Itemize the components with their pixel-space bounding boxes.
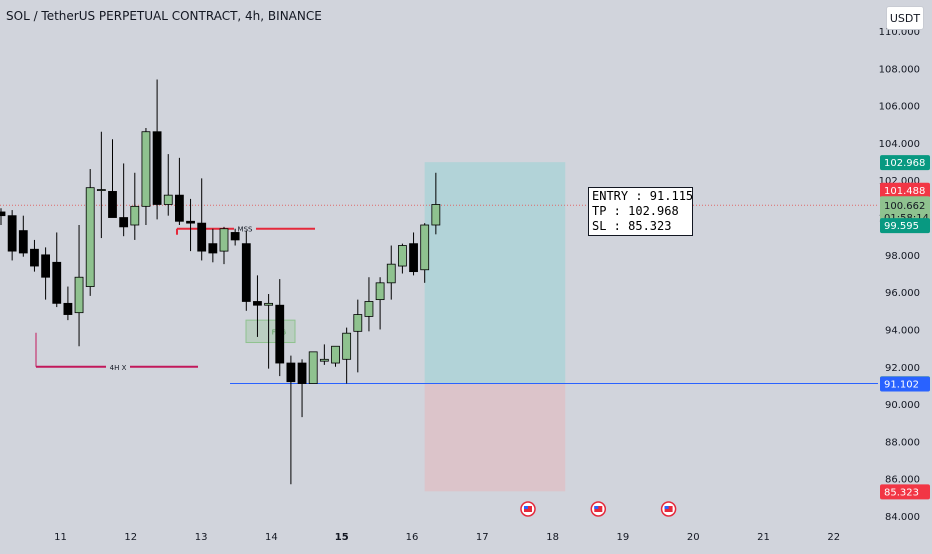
y-tick-label: 98.000 <box>885 251 920 262</box>
x-tick-label: 21 <box>757 532 770 543</box>
candle-body <box>308 351 318 384</box>
candle-body <box>174 194 184 222</box>
candle-body <box>241 243 251 302</box>
candle-body <box>253 301 262 306</box>
y-tick-label: 90.000 <box>885 400 920 411</box>
entry-text: ENTRY : 91.115 <box>592 189 694 203</box>
price-tag <box>880 376 930 392</box>
take-profit-zone <box>424 162 566 384</box>
chart-title: SOL / TetherUS PERPETUAL CONTRACT, 4h, B… <box>6 9 322 23</box>
y-tick-label: 102.000 <box>879 176 920 187</box>
y-tick-label: 94.000 <box>885 325 920 336</box>
candle-body <box>375 282 385 301</box>
candle-body <box>141 131 151 207</box>
candle-body <box>420 224 430 271</box>
x-tick-label: 22 <box>827 532 840 543</box>
candle-body <box>431 204 441 226</box>
candle-body <box>219 228 229 252</box>
candle-body <box>96 189 106 191</box>
candle-body <box>52 261 62 304</box>
y-tick-label: 108.000 <box>879 64 920 75</box>
y-tick-label: 92.000 <box>885 363 920 374</box>
currency-button[interactable]: USDT <box>886 6 924 30</box>
price-tag <box>880 484 930 500</box>
price-tag-label: 85.323 <box>884 487 919 498</box>
event-flag-icon-canton <box>594 506 599 509</box>
price-tag-label: 102.968 <box>884 158 925 169</box>
price-tag <box>880 155 930 171</box>
candle-body <box>74 276 84 314</box>
event-flag-icon-canton <box>664 506 669 509</box>
price-tag-label: 100.662 <box>884 201 925 212</box>
x-4h-label: 4H X <box>110 364 127 372</box>
stop-loss-zone <box>424 383 566 492</box>
x-tick-label: 13 <box>195 532 208 543</box>
mss-label: MSS <box>238 226 253 234</box>
candle-body <box>409 243 418 273</box>
y-tick-label: 110.000 <box>879 27 920 38</box>
y-tick-label: 86.000 <box>885 475 920 486</box>
price-tag-label: 91.102 <box>884 380 919 391</box>
candle-body <box>197 222 207 252</box>
trade-info-box: ENTRY : 91.115 TP : 102.968 SL : 85.323 <box>588 187 693 236</box>
candle-body <box>186 220 195 224</box>
candle-body <box>319 358 329 362</box>
candle-body <box>108 191 117 218</box>
candle-body <box>386 263 396 284</box>
y-tick-label: 88.000 <box>885 437 920 448</box>
candle-body <box>264 302 274 306</box>
y-tick-label: 104.000 <box>879 139 920 150</box>
mss-label-bg <box>234 223 256 234</box>
candle-body <box>41 254 50 278</box>
candle-body <box>85 187 95 287</box>
price-tag <box>880 218 930 234</box>
candle-body <box>30 248 39 267</box>
tp-text: TP : 102.968 <box>592 204 679 218</box>
y-tick-label: 96.000 <box>885 288 920 299</box>
x-tick-label: 16 <box>406 532 419 543</box>
candle-body <box>230 232 240 241</box>
x-4h-label-bg <box>106 361 130 372</box>
candle-body <box>7 215 17 252</box>
candle-body <box>397 245 407 267</box>
candle-body <box>208 243 218 254</box>
x-tick-label: 17 <box>476 532 489 543</box>
x-tick-label: 15 <box>335 532 349 543</box>
price-tag <box>880 182 930 198</box>
x-tick-label: 20 <box>687 532 700 543</box>
x-tick-label: 18 <box>546 532 559 543</box>
fvg-box <box>245 319 296 344</box>
candle-body <box>286 362 296 383</box>
y-tick-label: 84.000 <box>885 512 920 523</box>
candle-body <box>18 230 28 254</box>
candle-body <box>275 304 285 364</box>
candle-body <box>297 362 307 384</box>
x-tick-label: 14 <box>265 532 278 543</box>
x-tick-label: 12 <box>124 532 137 543</box>
price-tag-label: 101.488 <box>884 186 925 197</box>
event-flag-icon-canton <box>523 506 528 509</box>
candle-body <box>342 332 352 360</box>
y-tick-label: 106.000 <box>879 102 920 113</box>
candle-body <box>364 301 374 317</box>
candle-body <box>163 194 173 205</box>
price-tag-label: 99.595 <box>884 221 919 232</box>
x-tick-label: 19 <box>617 532 630 543</box>
sl-text: SL : 85.323 <box>592 219 672 233</box>
candle-body <box>353 314 363 332</box>
candle-body <box>63 302 73 315</box>
x-tick-label: 11 <box>54 532 67 543</box>
candle-body <box>152 131 162 205</box>
candle-body <box>130 205 140 226</box>
candle-body <box>331 345 340 364</box>
candle-body <box>0 211 6 217</box>
candle-body <box>119 217 129 228</box>
price-axis <box>878 0 932 550</box>
